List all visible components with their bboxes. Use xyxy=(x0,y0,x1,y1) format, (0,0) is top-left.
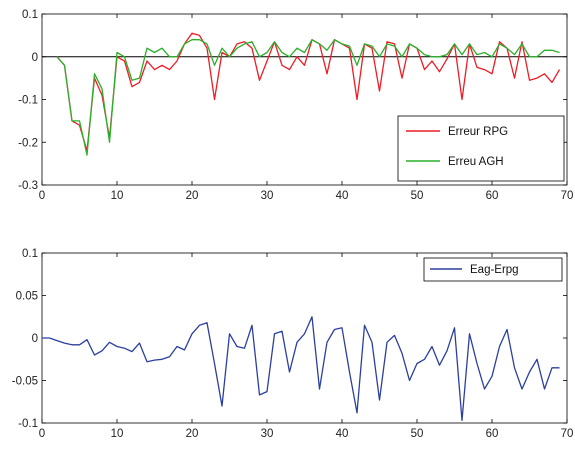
bottom-x-tick-label: 50 xyxy=(411,428,424,440)
bottom-x-tick-label: 70 xyxy=(561,428,574,440)
top-x-tick-label: 0 xyxy=(39,190,45,202)
bottom-y-tick-label: 0.05 xyxy=(16,291,38,303)
series-line-eag-erpg xyxy=(42,316,560,422)
legend-label-eag-erpg: Eag-Erpg xyxy=(470,264,519,276)
series-line-erreu-agh xyxy=(56,39,560,156)
top-y-tick-label: 0.1 xyxy=(22,9,38,21)
legend-label-erreur-rpg: Erreur RPG xyxy=(448,126,508,138)
axis-ticks-top: 0 10 20 30 40 50 60 70 0.1 0 -0.1 -0.2 -0.3 xyxy=(18,9,573,202)
bottom-y-tick-label: -0.1 xyxy=(18,418,38,430)
series-lines-bottom xyxy=(42,316,560,422)
top-x-tick-label: 30 xyxy=(261,190,274,202)
top-x-tick-label: 50 xyxy=(411,190,424,202)
bottom-x-tick-label: 40 xyxy=(336,428,349,440)
bottom-x-tick-label: 0 xyxy=(39,428,45,440)
top-x-tick-label: 10 xyxy=(111,190,124,202)
subplot-top: 0 10 20 30 40 50 60 70 0.1 0 -0.1 -0.2 -0.3 Erreur R… xyxy=(18,9,573,202)
top-y-tick-label: -0.1 xyxy=(18,95,38,107)
top-x-tick-label: 20 xyxy=(186,190,199,202)
top-y-tick-label: 0 xyxy=(32,52,38,64)
legend-top: Erreur RPG Erreu AGH xyxy=(397,115,565,182)
series-lines-top xyxy=(56,32,561,156)
bottom-x-tick-label: 60 xyxy=(486,428,499,440)
bottom-x-tick-label: 10 xyxy=(111,428,124,440)
legend-box-bottom xyxy=(423,257,563,282)
top-x-tick-label: 70 xyxy=(561,190,574,202)
series-line-erreur-rpg xyxy=(56,32,561,152)
axis-ticks-bottom: 0 10 20 30 40 50 60 70 0.1 0.05 0 -0.05 -0.1 xyxy=(12,248,574,440)
bottom-y-tick-label: -0.05 xyxy=(12,376,38,388)
bottom-x-tick-label: 20 xyxy=(186,428,199,440)
bottom-x-tick-label: 30 xyxy=(261,428,274,440)
top-y-tick-label: -0.2 xyxy=(18,137,38,149)
bottom-y-tick-label: 0.1 xyxy=(22,248,38,260)
legend-bottom: Eag-Erpg xyxy=(423,257,563,282)
legend-label-erreu-agh: Erreu AGH xyxy=(448,156,504,168)
subplot-bottom: 0 10 20 30 40 50 60 70 0.1 0.05 0 -0.05 -0.1 Eag-Erp… xyxy=(12,248,574,440)
top-x-tick-label: 60 xyxy=(486,190,499,202)
top-x-tick-label: 40 xyxy=(336,190,349,202)
bottom-y-tick-label: 0 xyxy=(32,333,38,345)
top-y-tick-label: -0.3 xyxy=(18,180,38,192)
legend-box-top xyxy=(397,115,565,182)
